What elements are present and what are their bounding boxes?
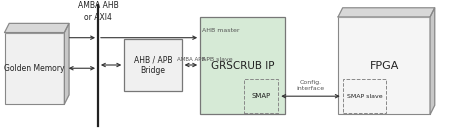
Polygon shape (64, 23, 69, 104)
Text: Config.
interface: Config. interface (296, 80, 324, 91)
Polygon shape (429, 8, 434, 114)
Polygon shape (337, 8, 434, 17)
Bar (124, 39, 181, 91)
Text: APB slave: APB slave (202, 57, 233, 62)
Text: AHB master: AHB master (202, 28, 240, 32)
Bar (243, 79, 278, 113)
Bar (337, 17, 429, 114)
Text: SMAP slave: SMAP slave (346, 94, 381, 99)
Text: AMBA APB: AMBA APB (176, 57, 205, 62)
Text: AMBA AHB: AMBA AHB (78, 1, 118, 10)
Text: Golden Memory: Golden Memory (4, 64, 65, 73)
Text: AHB / APB
Bridge: AHB / APB Bridge (134, 55, 172, 75)
Text: SMAP: SMAP (251, 93, 270, 99)
Bar (200, 17, 285, 114)
Text: FPGA: FPGA (369, 61, 398, 71)
Text: GRSCRUB IP: GRSCRUB IP (210, 61, 274, 71)
Bar (5, 32, 64, 104)
Text: or AXI4: or AXI4 (84, 13, 112, 22)
Bar (342, 79, 386, 113)
Polygon shape (5, 23, 69, 32)
